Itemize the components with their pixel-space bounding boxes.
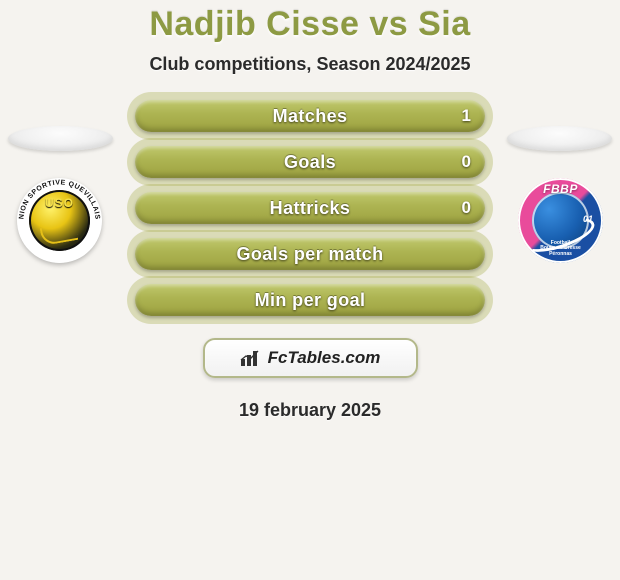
player-slot-left	[8, 126, 113, 151]
stat-bar-goals: Goals 0	[135, 146, 485, 178]
watermark-text: FcTables.com	[268, 348, 381, 368]
comparison-infographic: Nadjib Cisse vs Sia Club competitions, S…	[0, 0, 620, 580]
page-title: Nadjib Cisse vs Sia	[0, 5, 620, 44]
stat-label: Hattricks	[270, 198, 351, 219]
stat-value-right: 0	[462, 152, 471, 172]
stat-bar-min-per-goal: Min per goal	[135, 284, 485, 316]
stat-label: Goals	[284, 152, 336, 173]
date-text: 19 february 2025	[0, 400, 620, 421]
crest-flourish-icon	[40, 222, 79, 246]
bar-chart-icon	[240, 349, 262, 367]
crest-icon: UNION SPORTIVE QUEVILLAISE USO	[17, 178, 102, 263]
fbbp-dept: 01	[583, 214, 593, 224]
stat-value-right: 0	[462, 198, 471, 218]
fbbp-sub-3: Péronnas	[549, 251, 572, 257]
subtitle: Club competitions, Season 2024/2025	[0, 54, 620, 75]
stat-label: Min per goal	[255, 290, 366, 311]
player-slot-right	[507, 126, 612, 151]
crest-inner-icon: USO	[29, 190, 90, 251]
fbbp-text: FBBP	[518, 182, 603, 196]
crest-monogram: USO	[45, 196, 74, 210]
club-badge-left: UNION SPORTIVE QUEVILLAISE USO	[17, 178, 102, 263]
stat-bar-matches: Matches 1	[135, 100, 485, 132]
stat-rows: Matches 1 Goals 0 Hattricks 0 Goals per …	[135, 100, 485, 316]
club-badge-right: FBBP 01 Football Bourg-en-Bresse Péronna…	[518, 178, 603, 263]
stat-bar-hattricks: Hattricks 0	[135, 192, 485, 224]
stat-label: Matches	[273, 106, 348, 127]
fbbp-subtext: Football Bourg-en-Bresse Péronnas	[518, 241, 603, 258]
stat-bar-goals-per-match: Goals per match	[135, 238, 485, 270]
stat-label: Goals per match	[236, 244, 383, 265]
watermark-badge[interactable]: FcTables.com	[203, 338, 418, 378]
fbbp-crest-icon: FBBP 01 Football Bourg-en-Bresse Péronna…	[518, 178, 603, 263]
stat-value-right: 1	[462, 106, 471, 126]
